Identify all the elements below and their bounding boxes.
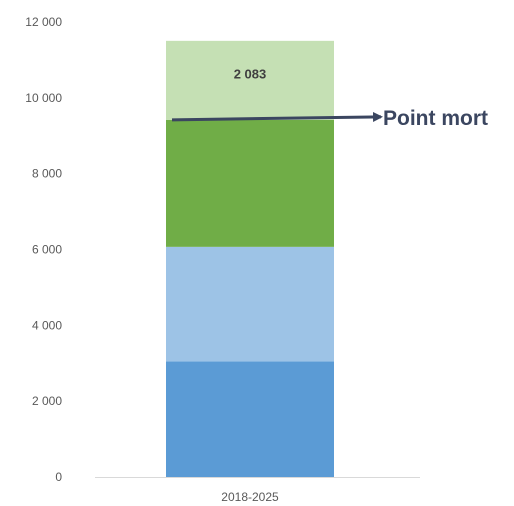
annotation-label: Point mort: [383, 107, 488, 130]
y-tick-label: 2 000: [32, 394, 62, 408]
point-mort-annotation: Point mort: [171, 107, 488, 130]
x-category-label: 2018-2025: [221, 490, 279, 504]
y-tick-label: 0: [55, 470, 62, 484]
bar-segment-4: [166, 40, 334, 120]
y-tick-label: 10 000: [25, 91, 62, 105]
y-tick-label: 6 000: [32, 243, 62, 257]
bar-segment-2: [166, 246, 334, 362]
y-tick-label: 8 000: [32, 167, 62, 181]
bars: 2 083: [166, 40, 334, 477]
y-axis: 0 2 000 4 000 6 000 8 000 10 000 12 000: [25, 15, 62, 484]
x-axis: 2018-2025: [221, 490, 279, 504]
y-tick-label: 12 000: [25, 15, 62, 29]
bar-segment-3: [166, 119, 334, 247]
bar-segment-1: [166, 361, 334, 477]
data-label: 2 083: [234, 66, 267, 81]
y-tick-label: 4 000: [32, 318, 62, 332]
annotation-arrow: [171, 111, 383, 122]
